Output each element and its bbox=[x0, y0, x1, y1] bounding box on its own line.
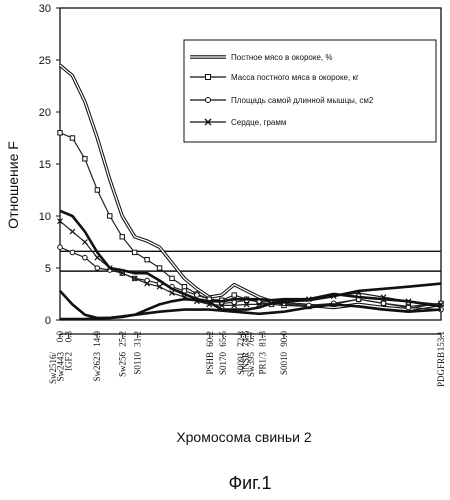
marker-name: PR1/3 bbox=[257, 352, 267, 375]
series-point bbox=[194, 292, 200, 298]
legend: Постное мясо в окороке, % Масса постного … bbox=[183, 39, 437, 143]
series-lines bbox=[57, 63, 444, 321]
marker-position: 81.3 bbox=[257, 331, 267, 347]
series-point bbox=[156, 265, 163, 271]
figure-caption: Фиг.1 bbox=[228, 473, 271, 493]
series-point bbox=[69, 228, 76, 235]
legend-marker bbox=[204, 118, 212, 126]
x-axis-label: Хромосома свиньи 2 bbox=[176, 429, 312, 445]
marker-name: IGF2 bbox=[64, 352, 74, 371]
marker-position: 153.1 bbox=[436, 331, 446, 351]
marker-name: Sw2443 bbox=[56, 352, 66, 382]
marker-name: S0091 bbox=[236, 352, 246, 375]
legend-marker bbox=[205, 97, 211, 103]
series-point bbox=[156, 283, 163, 290]
series-line bbox=[60, 303, 442, 321]
series-point bbox=[57, 130, 63, 136]
y-tick-label: 20 bbox=[39, 107, 51, 119]
marker-name: INSR bbox=[241, 352, 251, 373]
legend-label: Площадь самой длинной мышцы, см2 bbox=[231, 96, 374, 105]
series-point bbox=[94, 187, 101, 193]
y-tick-label: 0 bbox=[45, 315, 51, 327]
series-point bbox=[169, 275, 175, 282]
y-tick-label: 25 bbox=[39, 55, 51, 67]
series-point bbox=[69, 135, 76, 141]
marker-name: Sw395 bbox=[246, 352, 256, 378]
series-point bbox=[82, 254, 88, 261]
series-point bbox=[144, 280, 151, 287]
marker-position: 60.2 bbox=[205, 331, 215, 347]
series-7 bbox=[60, 303, 442, 321]
legend-symbol bbox=[190, 118, 226, 126]
marker-position: 76.7 bbox=[246, 331, 256, 347]
legend-label: Постное мясо в окороке, % bbox=[231, 53, 332, 62]
marker-position: 0.3 bbox=[64, 331, 74, 343]
series-point bbox=[69, 249, 76, 256]
marker-position: 72.8 bbox=[236, 331, 246, 347]
legend-marker bbox=[205, 74, 211, 80]
marker-position: 74.6 bbox=[241, 331, 251, 347]
y-axis: 0 5 10 15 20 25 30 bbox=[39, 3, 60, 327]
marker-position: 14.9 bbox=[92, 331, 102, 347]
marker-name: S0170 bbox=[218, 352, 228, 376]
legend-symbol bbox=[190, 97, 226, 103]
series-point bbox=[380, 300, 387, 307]
series-point bbox=[94, 265, 101, 271]
legend-label: Сердце, грамм bbox=[231, 118, 286, 127]
series-line bbox=[59, 132, 442, 308]
marker-name: Sw2516/ bbox=[48, 352, 58, 385]
marker-name: S0010 bbox=[279, 352, 289, 376]
series-point bbox=[82, 156, 88, 162]
marker-position: 31.2 bbox=[133, 331, 143, 347]
series-point bbox=[231, 302, 238, 309]
series-point bbox=[119, 234, 125, 240]
y-tick-label: 15 bbox=[39, 159, 51, 171]
marker-name: PSHB bbox=[205, 352, 215, 375]
series-point bbox=[405, 304, 412, 311]
series-point bbox=[144, 256, 150, 263]
marker-position: 90.0 bbox=[279, 331, 289, 347]
series-point bbox=[231, 292, 237, 298]
marker-position: 25.2 bbox=[118, 331, 128, 347]
marker-position: 65.5 bbox=[218, 331, 228, 347]
y-tick-label: 30 bbox=[39, 3, 51, 15]
y-tick-label: 5 bbox=[45, 263, 51, 275]
y-axis-label: Отношение F bbox=[5, 141, 21, 229]
series-point bbox=[57, 218, 63, 225]
marker-name: Sw2623 bbox=[92, 352, 102, 382]
legend-symbol bbox=[190, 74, 226, 80]
y-tick-label: 10 bbox=[39, 211, 51, 223]
marker-name: S0110 bbox=[133, 352, 143, 375]
marker-position: 0.0 bbox=[55, 331, 65, 343]
series-point bbox=[57, 244, 63, 250]
series-2 bbox=[57, 130, 444, 310]
series-point bbox=[169, 290, 175, 296]
marker-name: Sw256 bbox=[118, 352, 128, 378]
series-point bbox=[131, 249, 138, 256]
series-point bbox=[243, 301, 250, 308]
legend-label: Масса постного мяса в окороке, кг bbox=[231, 73, 359, 82]
series-point bbox=[107, 213, 113, 219]
marker-name: PDGFRB bbox=[436, 352, 446, 387]
series-3 bbox=[57, 244, 444, 313]
series-point bbox=[131, 275, 138, 282]
series-point bbox=[81, 239, 88, 245]
